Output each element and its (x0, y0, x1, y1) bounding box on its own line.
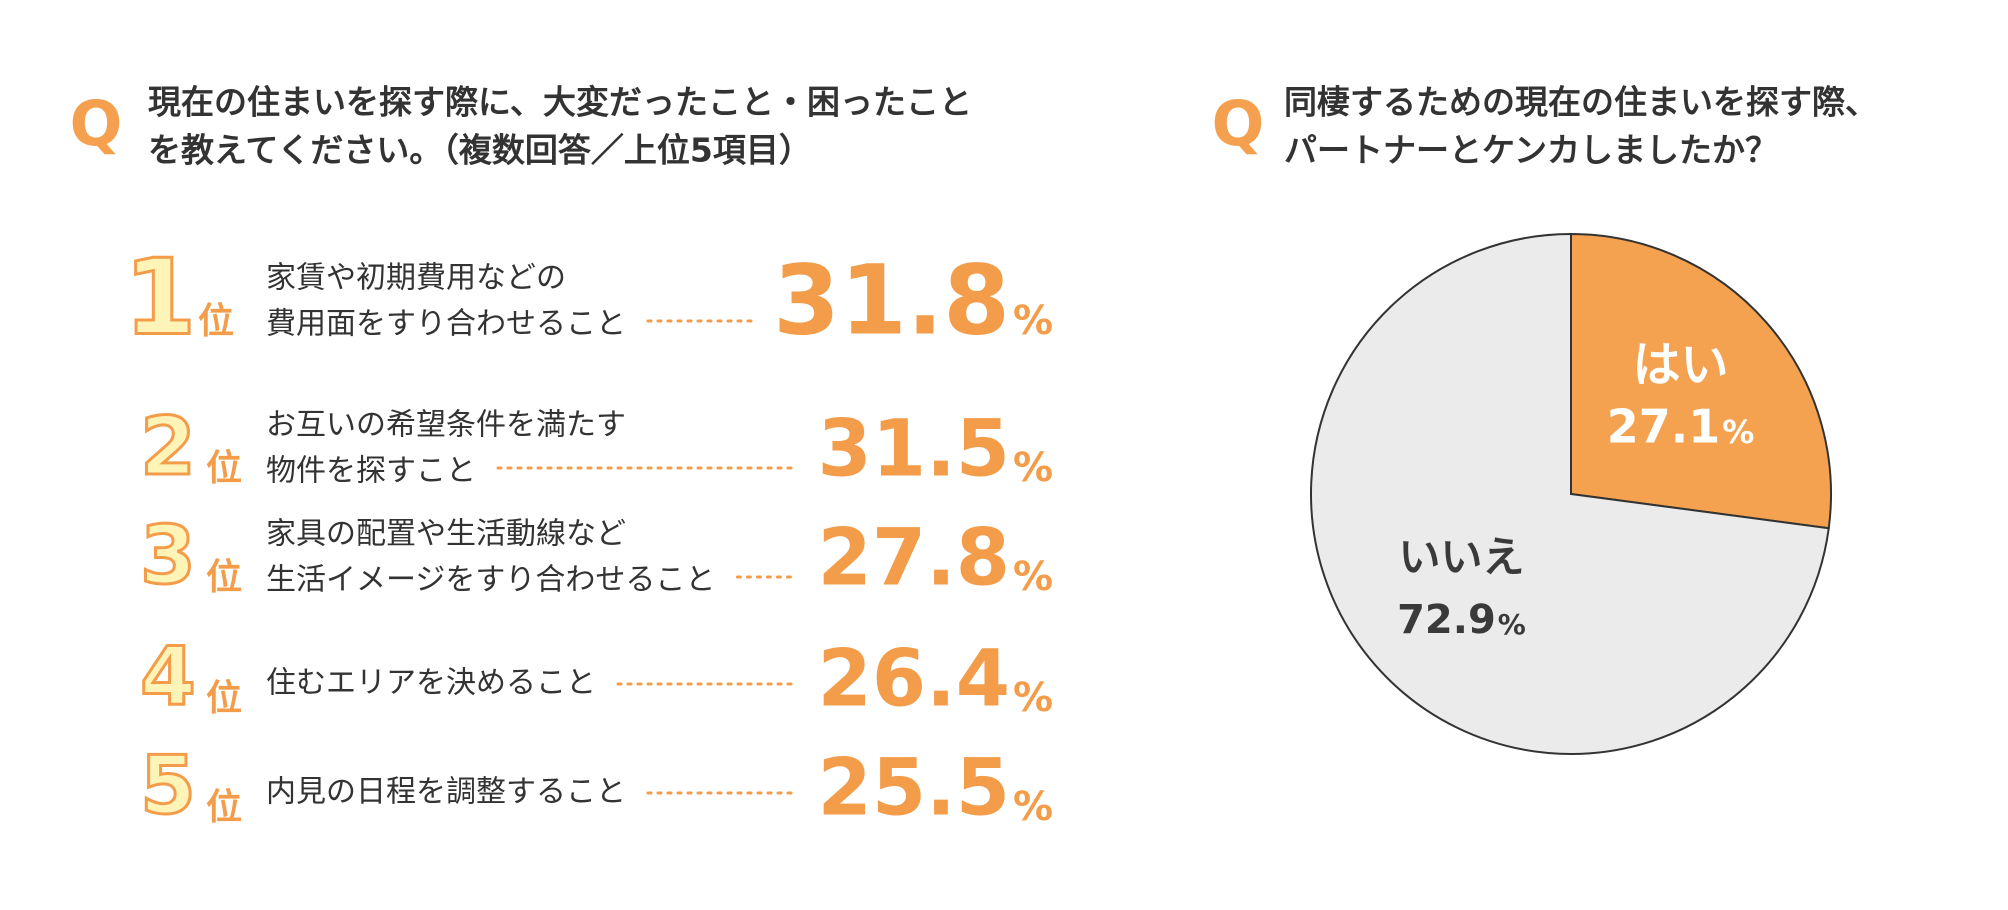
chart-title: 同棲するための現在の住まいを探す際、 (1284, 83, 1878, 122)
item-label: お互いの希望条件を満たす (266, 408, 626, 443)
chart-title: を教えてください。（複数回答／上位5項目） (148, 131, 812, 170)
slice-label: いいえ (1398, 532, 1524, 581)
value-label: 25.5 (818, 743, 1010, 833)
value-label: 26.4 (818, 634, 1010, 724)
rank-number: 4 (140, 630, 196, 723)
question-marker: Q (70, 87, 123, 160)
rank-suffix: 位 (198, 301, 234, 342)
value-unit: % (1013, 784, 1053, 830)
question-marker: Q (1212, 87, 1265, 160)
item-label: 住むエリアを決めること (266, 666, 596, 701)
slice-unit: % (1722, 413, 1754, 451)
item-label: 内見の日程を調整すること (266, 775, 626, 810)
item-label: 費用面をすり合わせること (266, 307, 626, 342)
rank-suffix: 位 (206, 448, 242, 489)
rank-suffix: 位 (206, 557, 242, 598)
rank-number: 5 (140, 739, 196, 832)
item-label: 家具の配置や生活動線など (266, 517, 626, 552)
item-label: 生活イメージをすり合わせること (266, 563, 715, 598)
slice-value: 27.1 (1607, 400, 1721, 454)
value-unit: % (1013, 445, 1053, 491)
pie-slice (1310, 232, 1830, 755)
item-label: 家賃や初期費用などの (266, 261, 566, 296)
rank-suffix: 位 (206, 787, 242, 828)
slice-value: 72.9 (1397, 597, 1496, 643)
value-label: 31.5 (818, 404, 1010, 494)
item-label: 物件を探すこと (266, 454, 476, 489)
slice-label: はい (1633, 337, 1729, 393)
value-label: 31.8 (773, 244, 1010, 356)
value-label: 27.8 (818, 513, 1010, 603)
value-unit: % (1013, 298, 1053, 344)
rank-suffix: 位 (206, 678, 242, 719)
chart-title: 現在の住まいを探す際に、大変だったこと・困ったこと (148, 83, 972, 122)
rank-number: 2 (140, 400, 196, 493)
rank-number: 1 (124, 236, 196, 358)
chart-title: パートナーとケンカしましたか？ (1284, 131, 1778, 170)
slice-unit: % (1498, 608, 1526, 641)
value-unit: % (1013, 675, 1053, 721)
rank-number: 3 (140, 509, 196, 602)
value-unit: % (1013, 554, 1053, 600)
pie-slice (1570, 232, 1832, 530)
